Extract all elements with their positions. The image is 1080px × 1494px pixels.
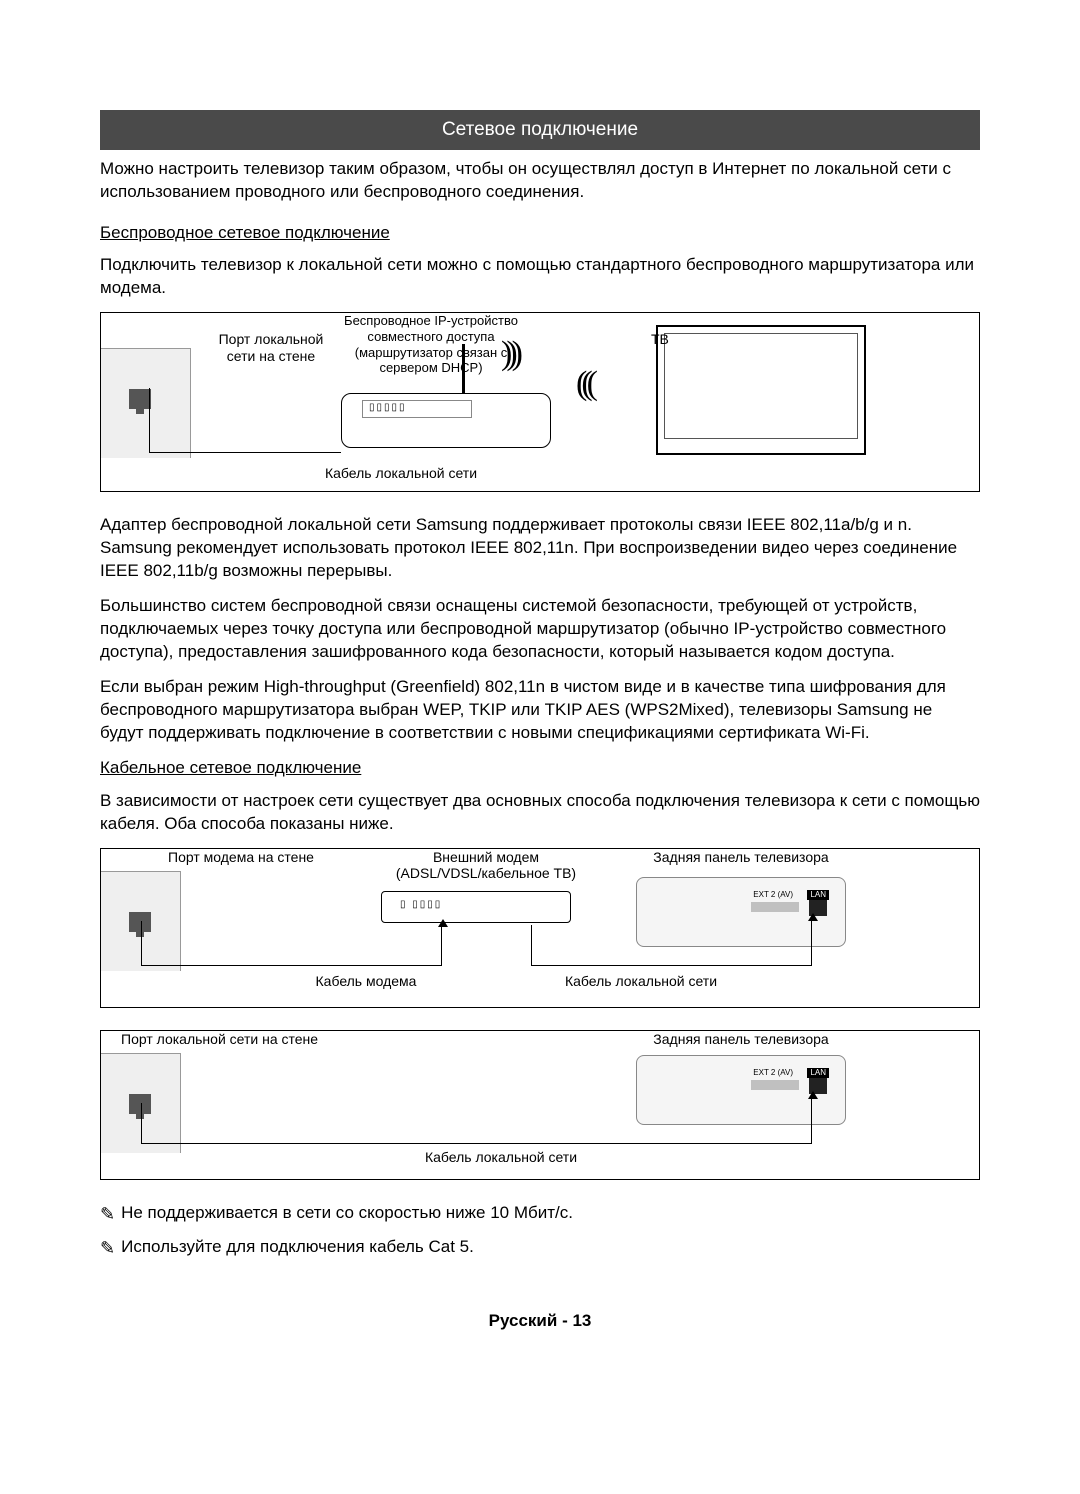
tv-back-label: Задняя панель телевизора (641, 849, 841, 866)
wired-desc: В зависимости от настроек сети существуе… (100, 790, 980, 836)
tv-back-icon: EXT 2 (AV) LAN (636, 877, 846, 947)
wave-out-icon: ))) (501, 331, 517, 377)
tv-back-label: Задняя панель телевизора (641, 1031, 841, 1048)
tv-label: ТВ (651, 331, 669, 348)
router-label: Беспроводное IP-устройство совместного д… (341, 313, 521, 375)
note-1: ✎ Не поддерживается в сети со скоростью … (100, 1202, 980, 1226)
lan-wall-label: Порт локальной сети на стене (121, 1031, 361, 1048)
note-2: ✎ Используйте для подключения кабель Cat… (100, 1236, 980, 1260)
wired-title: Кабельное сетевое подключение (100, 757, 980, 780)
cable-line (141, 921, 142, 966)
lan-cable-label: Кабель локальной сети (401, 1149, 601, 1166)
ext2-port-label: EXT 2 (AV) (753, 890, 793, 901)
cable-line (149, 452, 341, 453)
lan-jack-icon (129, 1094, 151, 1114)
cable-line (141, 1103, 142, 1143)
note-icon: ✎ (100, 1202, 115, 1226)
wall-port-icon (101, 348, 191, 458)
tv-icon (656, 325, 866, 455)
note-text: Не поддерживается в сети со скоростью ни… (121, 1202, 573, 1226)
cable-arrow (811, 1097, 812, 1144)
cable-line (141, 1143, 811, 1144)
wireless-para-1: Адаптер беспроводной локальной сети Sams… (100, 514, 980, 583)
wired-diagram-direct: Порт локальной сети на стене Задняя пане… (100, 1030, 980, 1180)
cable-line (531, 925, 532, 966)
wireless-para-2: Большинство систем беспроводной связи ос… (100, 595, 980, 664)
modem-icon (381, 891, 571, 923)
cable-arrow (811, 919, 812, 966)
wall-port-label: Порт локальной сети на стене (206, 331, 336, 365)
lan-port-label: LAN (807, 1068, 829, 1079)
wireless-title: Беспроводное сетевое подключение (100, 222, 980, 245)
footer-page: 13 (572, 1311, 591, 1330)
lan-jack-icon (129, 389, 151, 409)
intro-text: Можно настроить телевизор таким образом,… (100, 158, 980, 204)
ext2-port-label: EXT 2 (AV) (753, 1068, 793, 1079)
lan-port-label: LAN (807, 890, 829, 901)
cable-line (531, 965, 811, 966)
footer-lang: Русский (489, 1311, 558, 1330)
wave-in-icon: ((( (576, 361, 592, 407)
wired-diagram-modem: Порт модема на стене Внешний модем (ADSL… (100, 848, 980, 1008)
lan-cable-label: Кабель локальной сети (311, 465, 491, 482)
modem-port-label: Порт модема на стене (141, 849, 341, 866)
page-footer: Русский - 13 (100, 1310, 980, 1333)
note-icon: ✎ (100, 1236, 115, 1260)
lan-cable-label: Кабель локальной сети (541, 973, 741, 990)
tv-back-icon: EXT 2 (AV) LAN (636, 1055, 846, 1125)
modem-cable-label: Кабель модема (291, 973, 441, 990)
wireless-desc: Подключить телевизор к локальной сети мо… (100, 254, 980, 300)
section-header: Сетевое подключение (100, 110, 980, 150)
cable-line (141, 965, 441, 966)
lan-jack-icon (129, 912, 151, 932)
note-text: Используйте для подключения кабель Cat 5… (121, 1236, 474, 1260)
cable-line (149, 388, 150, 453)
wireless-diagram: Порт локальной сети на стене Беспроводно… (100, 312, 980, 492)
wireless-para-3: Если выбран режим High-throughput (Green… (100, 676, 980, 745)
cable-arrow (441, 925, 442, 966)
ext-modem-label: Внешний модем (ADSL/VDSL/кабельное ТВ) (391, 849, 581, 883)
router-icon (341, 393, 551, 448)
